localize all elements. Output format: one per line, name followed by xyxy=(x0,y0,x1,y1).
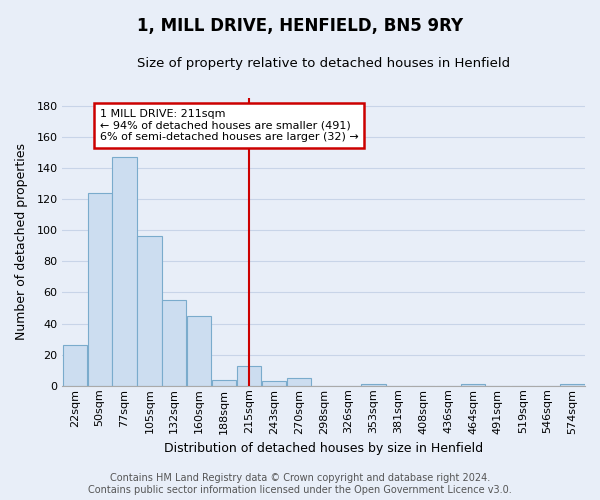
Bar xyxy=(162,300,187,386)
Bar xyxy=(212,380,236,386)
Bar xyxy=(560,384,584,386)
Bar xyxy=(237,366,261,386)
Title: Size of property relative to detached houses in Henfield: Size of property relative to detached ho… xyxy=(137,58,510,70)
Bar xyxy=(112,157,137,386)
X-axis label: Distribution of detached houses by size in Henfield: Distribution of detached houses by size … xyxy=(164,442,483,455)
Bar xyxy=(262,381,286,386)
Bar xyxy=(461,384,485,386)
Text: 1 MILL DRIVE: 211sqm
← 94% of detached houses are smaller (491)
6% of semi-detac: 1 MILL DRIVE: 211sqm ← 94% of detached h… xyxy=(100,109,358,142)
Bar xyxy=(361,384,386,386)
Bar xyxy=(62,346,87,386)
Y-axis label: Number of detached properties: Number of detached properties xyxy=(15,144,28,340)
Bar xyxy=(187,316,211,386)
Bar xyxy=(88,193,112,386)
Text: Contains HM Land Registry data © Crown copyright and database right 2024.
Contai: Contains HM Land Registry data © Crown c… xyxy=(88,474,512,495)
Bar xyxy=(137,236,161,386)
Text: 1, MILL DRIVE, HENFIELD, BN5 9RY: 1, MILL DRIVE, HENFIELD, BN5 9RY xyxy=(137,18,463,36)
Bar xyxy=(287,378,311,386)
